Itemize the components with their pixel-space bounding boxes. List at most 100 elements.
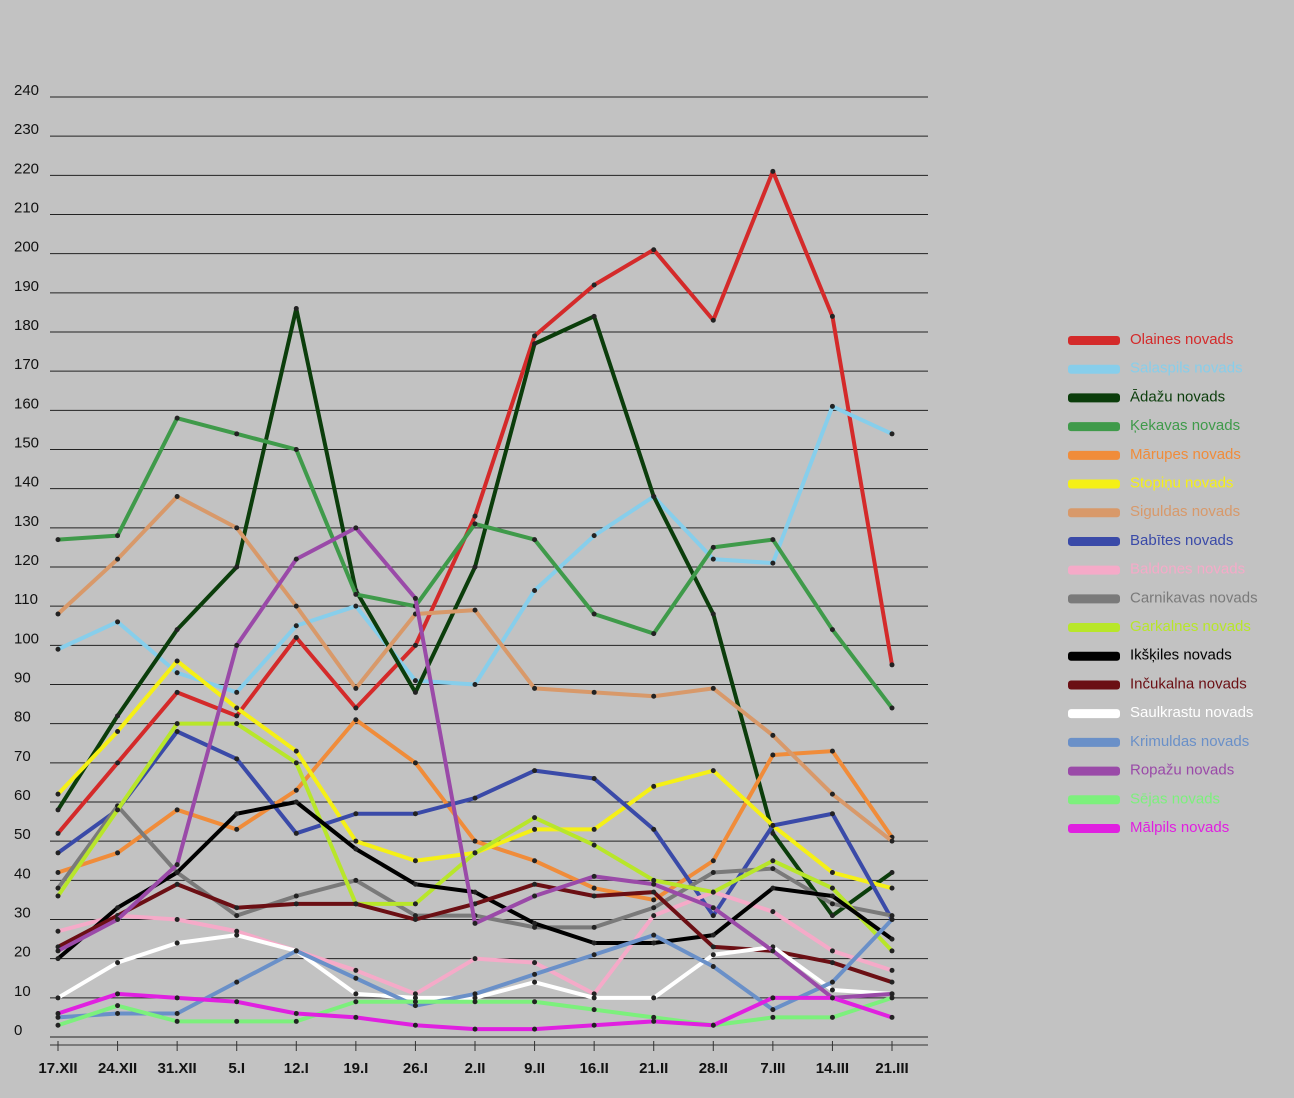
legend-label: Krimuldas novads xyxy=(1130,733,1249,750)
point xyxy=(472,999,478,1005)
point xyxy=(889,838,895,844)
point xyxy=(234,756,240,762)
legend-swatch xyxy=(1068,737,1120,747)
legend-swatch xyxy=(1068,336,1120,345)
point xyxy=(174,627,180,633)
point xyxy=(710,905,716,911)
point xyxy=(55,807,61,813)
point xyxy=(412,881,418,887)
point xyxy=(472,889,478,895)
point xyxy=(293,799,299,805)
point xyxy=(293,948,299,954)
point xyxy=(412,858,418,864)
point xyxy=(353,838,359,844)
point xyxy=(591,689,597,695)
point xyxy=(710,685,716,691)
point xyxy=(889,936,895,942)
point xyxy=(829,885,835,891)
y-tick-label: 110 xyxy=(14,591,38,608)
point xyxy=(234,811,240,817)
point xyxy=(829,960,835,966)
point xyxy=(651,247,657,253)
point xyxy=(532,685,538,691)
point xyxy=(234,979,240,985)
point xyxy=(532,999,538,1005)
point xyxy=(710,964,716,969)
point xyxy=(889,995,895,1001)
legend-label: Babītes novads xyxy=(1130,532,1233,549)
legend-label: Mārupes novads xyxy=(1130,446,1241,463)
y-tick-label: 100 xyxy=(14,630,39,647)
point xyxy=(651,826,657,832)
point xyxy=(234,913,240,919)
y-tick-label: 240 xyxy=(14,82,39,99)
point xyxy=(710,932,716,938)
x-tick-label: 7.III xyxy=(760,1060,785,1077)
point xyxy=(174,807,180,813)
point xyxy=(591,885,597,891)
x-tick-label: 17.XII xyxy=(38,1060,77,1077)
point xyxy=(412,999,418,1005)
point xyxy=(55,830,61,836)
y-tick-label: 0 xyxy=(14,1022,22,1039)
point xyxy=(770,1014,776,1020)
x-tick-label: 9.II xyxy=(524,1060,545,1077)
point xyxy=(234,932,240,938)
point xyxy=(651,1014,657,1020)
point xyxy=(532,924,538,930)
legend-swatch xyxy=(1068,364,1120,374)
point xyxy=(591,924,597,930)
point xyxy=(412,642,418,648)
point xyxy=(353,901,359,907)
point xyxy=(710,611,716,617)
point xyxy=(55,1011,61,1016)
point xyxy=(770,948,776,954)
point xyxy=(293,787,299,793)
point xyxy=(174,689,180,695)
legend-swatch xyxy=(1068,536,1120,546)
point xyxy=(532,341,538,347)
point xyxy=(651,940,657,946)
x-tick-label: 14.III xyxy=(816,1060,849,1077)
point xyxy=(115,556,121,562)
point xyxy=(829,870,835,875)
point xyxy=(353,1014,359,1020)
legend-label: Stopiņu novads xyxy=(1130,474,1233,491)
legend-label: Garkalnes novads xyxy=(1130,618,1251,635)
point xyxy=(651,877,657,883)
point xyxy=(293,893,299,899)
legend-swatch xyxy=(1068,393,1120,403)
point xyxy=(889,431,895,437)
point xyxy=(829,627,835,633)
legend-label: Mālpils novads xyxy=(1130,819,1229,836)
legend-swatch xyxy=(1068,450,1120,460)
point xyxy=(412,913,418,919)
point xyxy=(55,885,61,891)
point xyxy=(532,826,538,832)
point xyxy=(770,858,776,864)
point xyxy=(353,603,359,609)
point xyxy=(770,732,776,738)
point xyxy=(293,830,299,836)
legend-label: Inčukalna novads xyxy=(1130,675,1247,692)
point xyxy=(353,975,359,981)
point xyxy=(770,1007,776,1013)
x-tick-label: 26.I xyxy=(403,1060,428,1077)
point xyxy=(651,932,657,938)
y-tick-label: 170 xyxy=(14,356,39,373)
point xyxy=(353,811,359,817)
point xyxy=(115,960,121,966)
point xyxy=(55,850,61,856)
y-tick-label: 140 xyxy=(14,474,39,491)
legend-label: Salaspils novads xyxy=(1130,360,1243,377)
point xyxy=(412,1003,418,1009)
y-tick-label: 20 xyxy=(14,944,31,961)
point xyxy=(710,889,716,895)
legend-label: Olaines novads xyxy=(1130,331,1233,348)
point xyxy=(174,862,180,868)
point xyxy=(710,944,716,950)
y-tick-label: 60 xyxy=(14,787,31,804)
point xyxy=(591,842,597,848)
point xyxy=(353,877,359,883)
legend-swatch xyxy=(1068,508,1120,518)
